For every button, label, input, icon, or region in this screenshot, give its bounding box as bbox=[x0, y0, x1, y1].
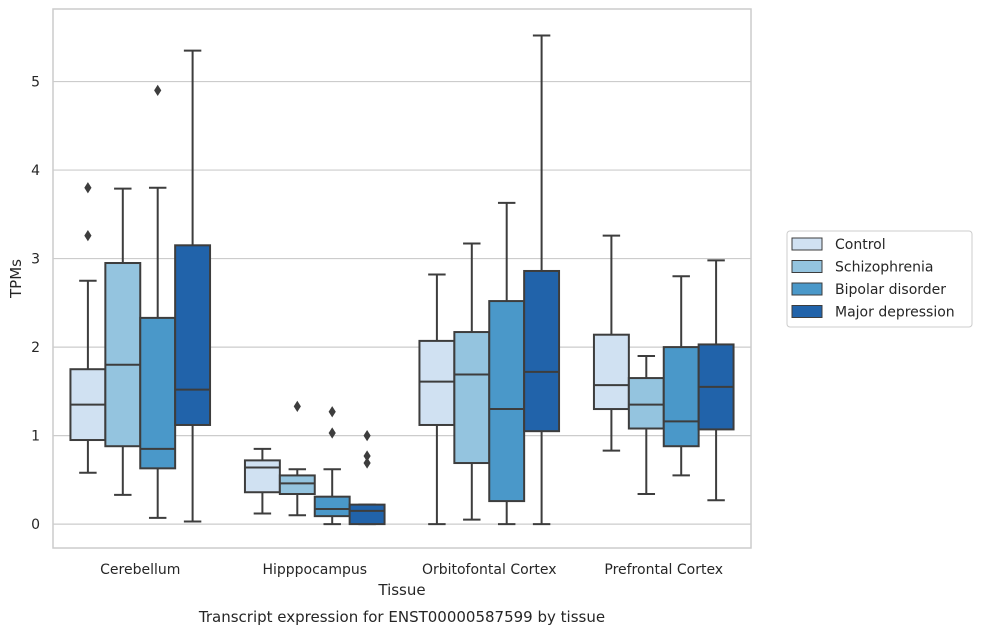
box-0-0 bbox=[69, 182, 107, 474]
outlier-point bbox=[363, 457, 371, 469]
outlier-point bbox=[328, 406, 336, 418]
box-1-0 bbox=[243, 447, 281, 515]
y-tick-label: 2 bbox=[31, 340, 40, 356]
y-axis-label: TPMs bbox=[7, 259, 25, 299]
outlier-point bbox=[154, 84, 162, 97]
box-iqr bbox=[174, 244, 212, 426]
box-3-3 bbox=[697, 259, 735, 502]
box-2-0 bbox=[418, 273, 456, 526]
box-iqr bbox=[662, 346, 700, 448]
box-iqr bbox=[592, 333, 630, 411]
box-iqr bbox=[278, 474, 316, 496]
legend-swatch bbox=[791, 260, 823, 273]
x-tick-label: Orbitofontal Cortex bbox=[422, 562, 557, 578]
box-2-3 bbox=[523, 34, 561, 526]
box-iqr bbox=[523, 269, 561, 433]
box-0-2 bbox=[139, 84, 177, 519]
legend-label: Major depression bbox=[835, 305, 955, 321]
outlier-point bbox=[293, 400, 301, 413]
outlier-point bbox=[363, 429, 371, 442]
x-axis-label: Tissue bbox=[377, 581, 425, 599]
outlier-point bbox=[363, 450, 371, 462]
box-2-2 bbox=[488, 201, 526, 526]
box-iqr bbox=[243, 459, 281, 494]
legend-swatch bbox=[791, 237, 823, 251]
y-tick-label: 4 bbox=[31, 163, 40, 179]
box-2-1 bbox=[453, 242, 491, 521]
legend-swatch bbox=[791, 305, 823, 318]
box-3-0 bbox=[592, 234, 630, 452]
box-1-2 bbox=[313, 406, 351, 526]
chart-caption: Transcript expression for ENST0000058759… bbox=[198, 608, 605, 626]
box-iqr bbox=[139, 316, 177, 470]
box-iqr bbox=[104, 262, 142, 448]
y-tick-label: 5 bbox=[31, 75, 40, 91]
box-1-3 bbox=[348, 429, 386, 526]
plot-area-frame bbox=[52, 8, 752, 549]
legend: Control Schizophrenia Bipolar disorder Majo… bbox=[786, 230, 973, 328]
y-tick-label: 0 bbox=[31, 517, 40, 533]
legend-label: Bipolar disorder bbox=[835, 282, 946, 298]
y-tick-label: 3 bbox=[31, 252, 40, 268]
box-3-2 bbox=[662, 275, 700, 477]
box-0-1 bbox=[104, 187, 142, 496]
box-iqr bbox=[348, 503, 386, 526]
box-0-3 bbox=[174, 49, 212, 523]
box-iqr bbox=[418, 339, 456, 426]
box-iqr bbox=[453, 331, 491, 465]
legend-swatch bbox=[791, 282, 823, 296]
x-tick-label: Cerebellum bbox=[100, 562, 180, 578]
y-tick-label: 1 bbox=[31, 429, 40, 445]
legend-label: Control bbox=[835, 237, 886, 253]
y-axis-ticks: 0 1 2 3 4 5 bbox=[31, 75, 40, 534]
x-tick-label: Prefrontal Cortex bbox=[604, 562, 723, 578]
outlier-point bbox=[84, 229, 92, 242]
outlier-point bbox=[84, 182, 92, 194]
legend-frame bbox=[786, 230, 973, 328]
x-axis-ticks: Cerebellum Hipppocampus Orbitofontal Corte… bbox=[100, 562, 723, 578]
box-iqr bbox=[488, 300, 526, 503]
legend-label: Schizophrenia bbox=[835, 260, 933, 276]
box-groups bbox=[69, 34, 735, 526]
box-iqr bbox=[627, 377, 665, 430]
x-tick-label: Hipppocampus bbox=[262, 562, 367, 578]
outlier-point bbox=[328, 427, 336, 439]
box-iqr bbox=[313, 495, 351, 518]
box-1-1 bbox=[278, 400, 316, 517]
box-3-1 bbox=[627, 354, 665, 496]
